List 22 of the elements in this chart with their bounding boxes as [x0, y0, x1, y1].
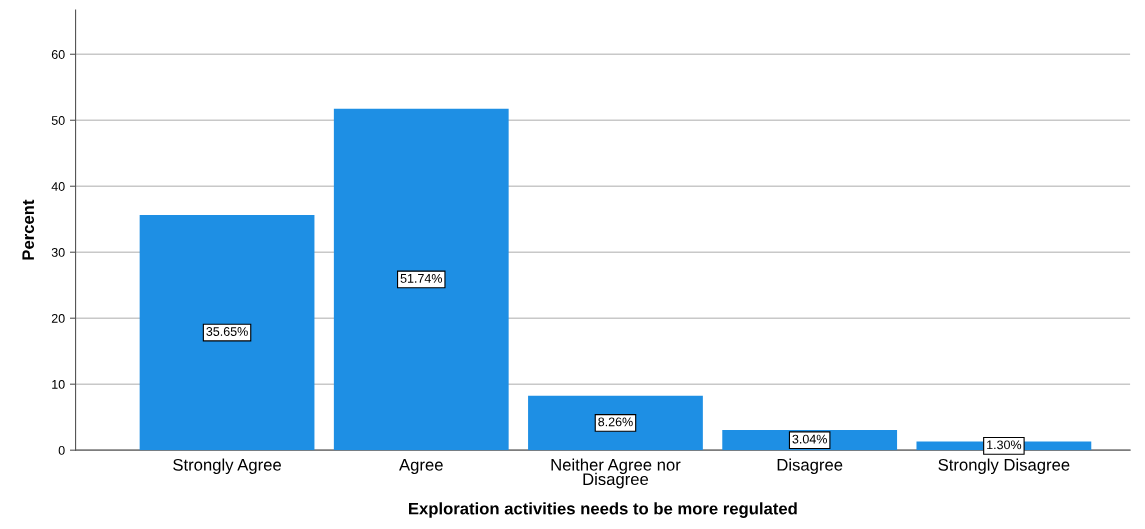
y-axis-title: Percent [22, 199, 35, 260]
y-tick-label: 30 [51, 248, 65, 257]
y-tick-label: 40 [51, 182, 65, 191]
y-tick-label: 50 [51, 116, 65, 125]
y-tick-label: 60 [51, 50, 65, 59]
data-label: 1.30% [987, 440, 1022, 450]
data-label: 35.65% [206, 327, 248, 336]
y-tick-label: 0 [58, 445, 65, 455]
x-tick-label: Strongly Disagree [938, 458, 1070, 475]
y-tick-label: 10 [52, 379, 65, 389]
x-tick-label: Strongly Agree [173, 458, 281, 475]
data-label: 8.26% [598, 417, 633, 427]
x-axis-title: Exploration activities needs to be more regulated [409, 502, 797, 518]
data-label: 51.74% [400, 274, 443, 283]
bar [333, 108, 509, 451]
bar [139, 214, 315, 451]
x-tick-label: Neither Agree nor Disagree [551, 458, 681, 489]
bar [528, 395, 703, 451]
y-tick-label: 20 [51, 314, 65, 323]
data-label: 3.04% [792, 434, 827, 444]
x-tick-label: Disagree [777, 458, 843, 475]
x-tick-label: Agree [399, 459, 443, 475]
